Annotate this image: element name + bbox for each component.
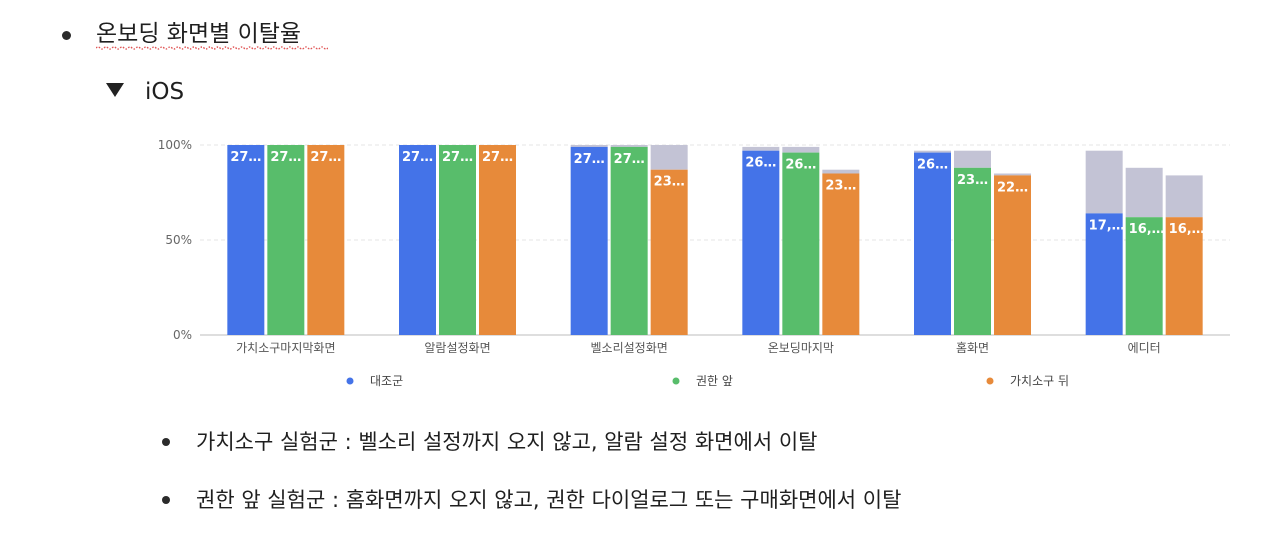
bar-permission-first — [782, 152, 820, 335]
bar-dropout-segment — [994, 173, 1031, 176]
bar-value-first — [822, 173, 860, 335]
legend-swatch — [986, 377, 994, 385]
spellcheck-underline — [96, 46, 328, 50]
legend-label: 가치소구 뒤 — [1010, 374, 1069, 388]
bar-dropout-segment — [914, 150, 951, 153]
bar-value-first — [650, 169, 688, 335]
bar-dropout-segment — [954, 150, 991, 168]
bar-permission-first — [1125, 217, 1163, 335]
bar-dropout-segment — [1125, 167, 1163, 218]
heading-bullet — [62, 31, 71, 40]
collapse-toggle-icon[interactable] — [106, 83, 124, 97]
bar-value-first — [1165, 217, 1203, 335]
bar-data-label: 16,… — [1129, 222, 1165, 237]
bar-data-label: 27… — [270, 150, 301, 165]
x-category-label: 가치소구마지막화면 — [236, 341, 335, 355]
legend-swatch — [346, 377, 354, 385]
bar-permission-first — [267, 145, 305, 335]
bar-data-label: 27… — [230, 150, 261, 165]
bar-control — [742, 150, 780, 335]
bar-permission-first — [610, 146, 648, 335]
bar-dropout-segment — [742, 146, 780, 151]
bar-value-first — [479, 145, 516, 335]
dropout-bar-chart: 100% 50% 0% 27… 27… 27… 가치소구마지막화면 27… 27… 27… 알람설정… — [158, 138, 1230, 388]
bar-data-label: 27… — [482, 150, 513, 165]
y-tick-label: 50% — [165, 233, 192, 247]
bar-data-label: 23… — [957, 173, 988, 188]
bar-data-label: 27… — [442, 150, 473, 165]
bar-control — [399, 145, 436, 335]
note-2[interactable]: 권한 앞 실험군 : 홈화면까지 오지 않고, 권한 다이얼로그 또는 구매화면… — [196, 488, 902, 512]
bar-control — [914, 152, 951, 335]
x-category-label: 온보딩마지막 — [768, 341, 834, 355]
bar-value-first — [307, 145, 345, 335]
legend-swatch — [672, 377, 680, 385]
bar-data-label: 23… — [825, 179, 856, 194]
bar-dropout-segment — [1085, 150, 1123, 214]
note-bullet-1 — [162, 438, 170, 446]
y-tick-label: 100% — [158, 138, 192, 152]
bar-dropout-segment — [822, 169, 860, 174]
bar-data-label: 27… — [402, 150, 433, 165]
bar-data-label: 26… — [917, 158, 948, 173]
x-category-label: 홈화면 — [956, 341, 989, 355]
y-tick-label: 0% — [173, 328, 192, 342]
bar-dropout-segment — [610, 145, 648, 147]
x-category-label: 알람설정화면 — [424, 341, 490, 355]
bar-data-label: 26… — [745, 156, 776, 171]
bar-data-label: 26… — [785, 158, 816, 173]
bar-data-label: 23… — [654, 175, 685, 190]
bar-dropout-segment — [570, 145, 608, 147]
bar-dropout-segment — [782, 146, 820, 153]
bar-data-label: 22… — [997, 180, 1028, 195]
bar-data-label: 17,… — [1089, 218, 1125, 233]
bar-data-label: 16,… — [1169, 222, 1205, 237]
page-heading[interactable]: 온보딩 화면별 이탈율 — [96, 21, 302, 47]
note-1[interactable]: 가치소구 실험군 : 벨소리 설정까지 오지 않고, 알람 설정 화면에서 이탈 — [196, 430, 818, 454]
legend-label: 권한 앞 — [696, 374, 733, 388]
note-bullet-2 — [162, 496, 170, 504]
bar-control — [227, 145, 265, 335]
bar-dropout-segment — [650, 145, 688, 170]
bar-value-first — [994, 175, 1031, 335]
legend-label: 대조군 — [370, 374, 403, 388]
x-category-label: 에디터 — [1128, 341, 1161, 355]
x-category-label: 벨소리설정화면 — [591, 341, 668, 355]
bar-dropout-segment — [1165, 175, 1203, 218]
bar-permission-first — [439, 145, 476, 335]
ios-section-title[interactable]: iOS — [145, 79, 185, 105]
bar-data-label: 27… — [614, 152, 645, 167]
bar-permission-first — [954, 167, 991, 335]
bar-data-label: 27… — [574, 152, 605, 167]
bar-data-label: 27… — [310, 150, 341, 165]
bar-control — [1085, 213, 1123, 335]
bar-control — [570, 146, 608, 335]
